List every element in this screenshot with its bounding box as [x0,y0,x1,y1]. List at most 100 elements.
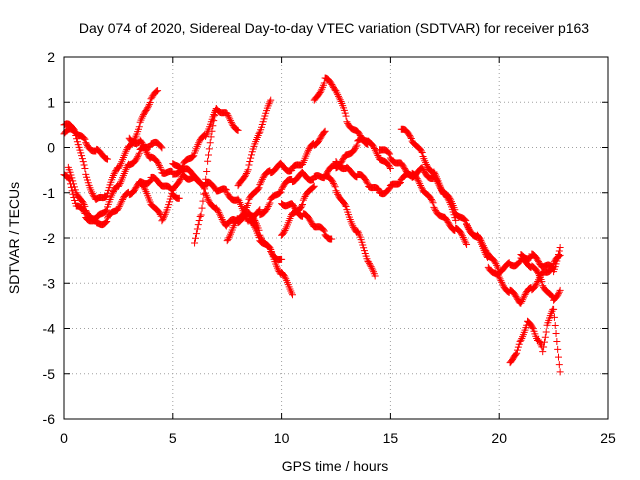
data-point [552,260,560,268]
data-point [280,228,288,236]
data-point [132,156,140,164]
data-point [328,176,336,184]
data-point [258,177,266,185]
data-point [114,206,122,214]
data-point [115,203,123,211]
data-point [227,118,235,126]
data-point [534,336,542,344]
data-point [300,194,308,202]
data-point [257,233,265,241]
data-point [146,99,154,107]
data-point [206,139,214,147]
data-point [118,197,126,205]
data-point [178,166,186,174]
data-point [80,161,88,169]
data-point [494,263,502,271]
data-point [196,213,204,221]
data-point [555,288,563,296]
data-point [533,255,541,263]
data-point [288,291,296,299]
data-point [365,260,373,268]
data-point [104,155,112,163]
data-point [244,199,252,207]
data-point [192,230,200,238]
data-point [158,217,166,225]
data-point [320,128,328,136]
data-point [143,105,151,113]
data-point [67,171,75,179]
data-point [198,204,206,212]
data-point [556,286,564,294]
data-point [69,177,77,185]
data-point [418,149,426,157]
data-point [550,313,558,321]
data-point [367,263,375,271]
data-point [373,150,381,158]
data-point [459,233,467,241]
data-point [179,167,187,175]
y-axis-ticks: -6 -5 -4 -3 -2 -1 0 1 2 [43,49,608,427]
data-point [291,204,299,212]
data-point [116,179,124,187]
data-point [263,206,271,214]
data-point [69,190,77,198]
data-point [211,112,219,120]
data-point [534,277,542,285]
data-point [430,168,438,176]
data-point [255,184,263,192]
data-point [461,237,469,245]
data-point [223,110,231,118]
data-point [290,203,298,211]
y-axis-label: SDTVAR / TECUs [6,182,22,294]
data-point [175,194,183,202]
data-point [154,159,162,167]
data-point [536,272,544,280]
data-point [317,87,325,95]
data-point [145,102,153,110]
data-point [373,184,381,192]
data-point [79,199,87,207]
data-point [331,183,339,191]
data-point [140,142,148,150]
data-point [532,281,540,289]
data-point [143,149,151,157]
data-point [139,112,147,120]
series-sat-s [397,125,492,258]
data-point [109,171,117,179]
data-point [140,143,148,151]
data-point [462,239,470,247]
data-point [446,194,454,202]
data-point [88,188,96,196]
data-point [362,177,370,185]
data-point [481,249,489,257]
data-point [157,143,165,151]
data-point [333,89,341,97]
data-point [451,206,459,214]
data-point [443,217,451,225]
data-point [278,185,286,193]
data-point [343,118,351,126]
data-point [517,336,525,344]
y-tick-label: 1 [47,94,55,110]
data-point [330,181,338,189]
data-point [554,290,562,298]
data-point [511,291,519,299]
data-point [553,338,561,346]
data-point [412,173,420,181]
data-point [342,112,350,120]
data-point [247,154,255,162]
data-point [248,148,256,156]
data-point [203,167,211,175]
data-point [338,157,346,165]
data-point [250,215,258,223]
x-tick-label: 15 [383,430,399,446]
data-point [463,240,471,248]
data-point [80,134,88,142]
data-point [316,88,324,96]
data-point [131,185,139,193]
data-point [405,130,413,138]
data-point [215,208,223,216]
data-point [460,215,468,223]
data-point [82,139,90,147]
